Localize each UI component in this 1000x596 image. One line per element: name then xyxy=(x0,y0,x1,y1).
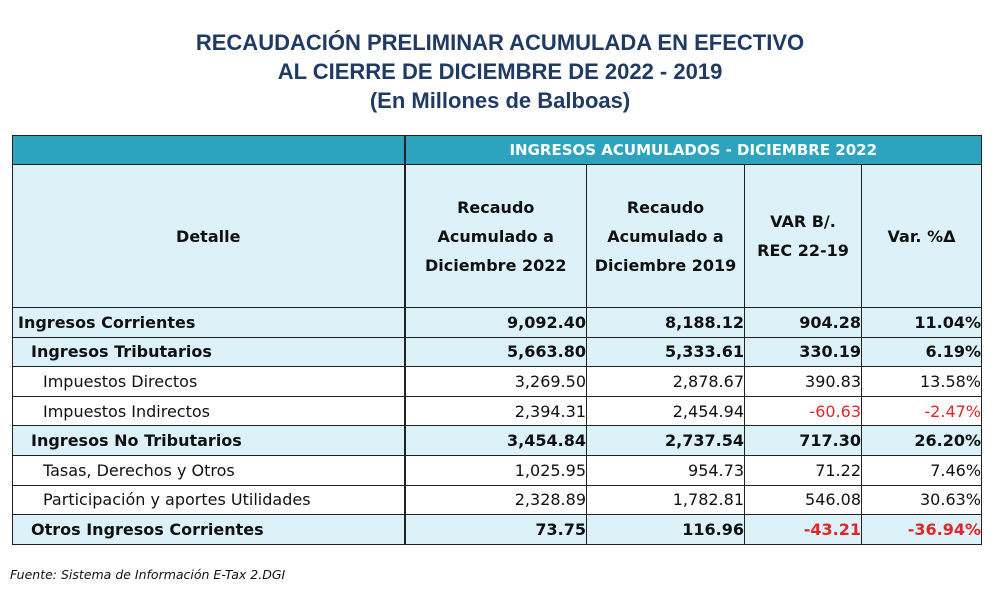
cell-var-b: 717.30 xyxy=(744,425,862,456)
title-line-2: AL CIERRE DE DICIEMBRE DE 2022 - 2019 xyxy=(277,59,723,84)
cell-var-b: 71.22 xyxy=(744,454,862,486)
table-row-ingresos-no-tributarios: Ingresos No Tributarios 3,454.84 2,737.5… xyxy=(12,425,983,456)
cell-rec-2022: 2,394.31 xyxy=(404,395,587,427)
cell-rec-2019: 116.96 xyxy=(586,514,745,545)
row-label: Otros Ingresos Corrientes xyxy=(12,514,406,545)
header-var-b-line: VAR B/. xyxy=(770,212,836,231)
cell-rec-2019: 5,333.61 xyxy=(586,336,745,368)
cell-var-pct: -36.94% xyxy=(860,514,983,545)
cell-rec-2022: 73.75 xyxy=(404,514,587,545)
cell-rec-2019: 1,782.81 xyxy=(586,484,745,516)
header-rec-2019-line: Diciembre 2019 xyxy=(594,255,737,275)
cell-rec-2019: 954.73 xyxy=(586,454,745,486)
header-rec-2022-line: Recaudo xyxy=(457,197,535,217)
row-label: Impuestos Indirectos xyxy=(12,395,406,427)
header-rec-2022-line: Acumulado a xyxy=(437,226,554,246)
row-label: Ingresos Corrientes xyxy=(12,307,406,338)
source-note: Fuente: Sistema de Información E-Tax 2.D… xyxy=(10,567,286,582)
cell-rec-2022: 3,454.84 xyxy=(404,425,587,456)
band-label: INGRESOS ACUMULADOS - DICIEMBRE 2022 xyxy=(403,135,983,165)
cell-rec-2022: 3,269.50 xyxy=(404,366,587,397)
header-rec-2019-line: Recaudo xyxy=(626,197,705,217)
header-detalle: Detalle xyxy=(12,164,406,308)
cell-rec-2022: 9,092.40 xyxy=(404,307,587,338)
band-empty-cell xyxy=(12,135,405,165)
table-row-ingresos-corrientes: Ingresos Corrientes 9,092.40 8,188.12 90… xyxy=(12,307,983,338)
row-label: Ingresos Tributarios xyxy=(12,336,406,368)
row-label: Impuestos Directos xyxy=(12,366,406,397)
header-rec-2019: Recaudo Acumulado a Diciembre 2019 xyxy=(586,164,745,308)
cell-var-pct: -2.47% xyxy=(860,395,983,427)
document-title: RECAUDACIÓN PRELIMINAR ACUMULADA EN EFEC… xyxy=(0,28,1000,115)
header-var-pct: Var. %Δ xyxy=(860,164,983,308)
row-label: Participación y aportes Utilidades xyxy=(12,484,406,516)
table-row-ingresos-tributarios: Ingresos Tributarios 5,663.80 5,333.61 3… xyxy=(12,336,983,368)
header-rec-2019-line: Acumulado a xyxy=(607,226,724,246)
cell-var-pct: 11.04% xyxy=(860,307,983,338)
cell-rec-2022: 1,025.95 xyxy=(404,454,587,486)
band-row: INGRESOS ACUMULADOS - DICIEMBRE 2022 xyxy=(12,135,983,165)
row-label: Tasas, Derechos y Otros xyxy=(12,454,406,486)
table-row-otros-ingresos: Otros Ingresos Corrientes 73.75 116.96 -… xyxy=(12,514,983,545)
cell-var-pct: 13.58% xyxy=(860,366,983,397)
table-row-participacion-utilidades: Participación y aportes Utilidades 2,328… xyxy=(12,484,983,516)
cell-var-b: 904.28 xyxy=(744,307,862,338)
cell-var-b: -60.63 xyxy=(744,395,862,427)
header-var-b: VAR B/. REC 22-19 xyxy=(744,164,862,308)
cell-rec-2019: 8,188.12 xyxy=(586,307,745,338)
header-rec-2022-line: Diciembre 2022 xyxy=(424,255,567,275)
cell-rec-2019: 2,737.54 xyxy=(586,425,745,456)
title-line-1: RECAUDACIÓN PRELIMINAR ACUMULADA EN EFEC… xyxy=(195,30,805,55)
table-row-impuestos-indirectos: Impuestos Indirectos 2,394.31 2,454.94 -… xyxy=(12,395,983,427)
cell-var-pct: 7.46% xyxy=(860,454,983,486)
cell-rec-2022: 5,663.80 xyxy=(404,336,587,368)
table-row-impuestos-directos: Impuestos Directos 3,269.50 2,878.67 390… xyxy=(12,366,983,397)
cell-var-pct: 30.63% xyxy=(860,484,983,516)
table-row-tasas-derechos: Tasas, Derechos y Otros 1,025.95 954.73 … xyxy=(12,454,983,486)
row-label: Ingresos No Tributarios xyxy=(12,425,406,456)
cell-var-b: -43.21 xyxy=(744,514,862,545)
revenue-table: INGRESOS ACUMULADOS - DICIEMBRE 2022 Det… xyxy=(12,135,983,545)
header-rec-2022: Recaudo Acumulado a Diciembre 2022 xyxy=(404,164,587,308)
cell-var-pct: 26.20% xyxy=(860,425,983,456)
cell-rec-2022: 2,328.89 xyxy=(404,484,587,516)
header-row: Detalle Recaudo Acumulado a Diciembre 20… xyxy=(12,164,983,308)
cell-var-b: 546.08 xyxy=(744,484,862,516)
title-line-3: (En Millones de Balboas) xyxy=(369,88,631,113)
header-var-b-line: REC 22-19 xyxy=(757,241,849,260)
cell-rec-2019: 2,454.94 xyxy=(586,395,745,427)
cell-rec-2019: 2,878.67 xyxy=(586,366,745,397)
cell-var-b: 330.19 xyxy=(744,336,862,368)
cell-var-b: 390.83 xyxy=(744,366,862,397)
cell-var-pct: 6.19% xyxy=(860,336,983,368)
